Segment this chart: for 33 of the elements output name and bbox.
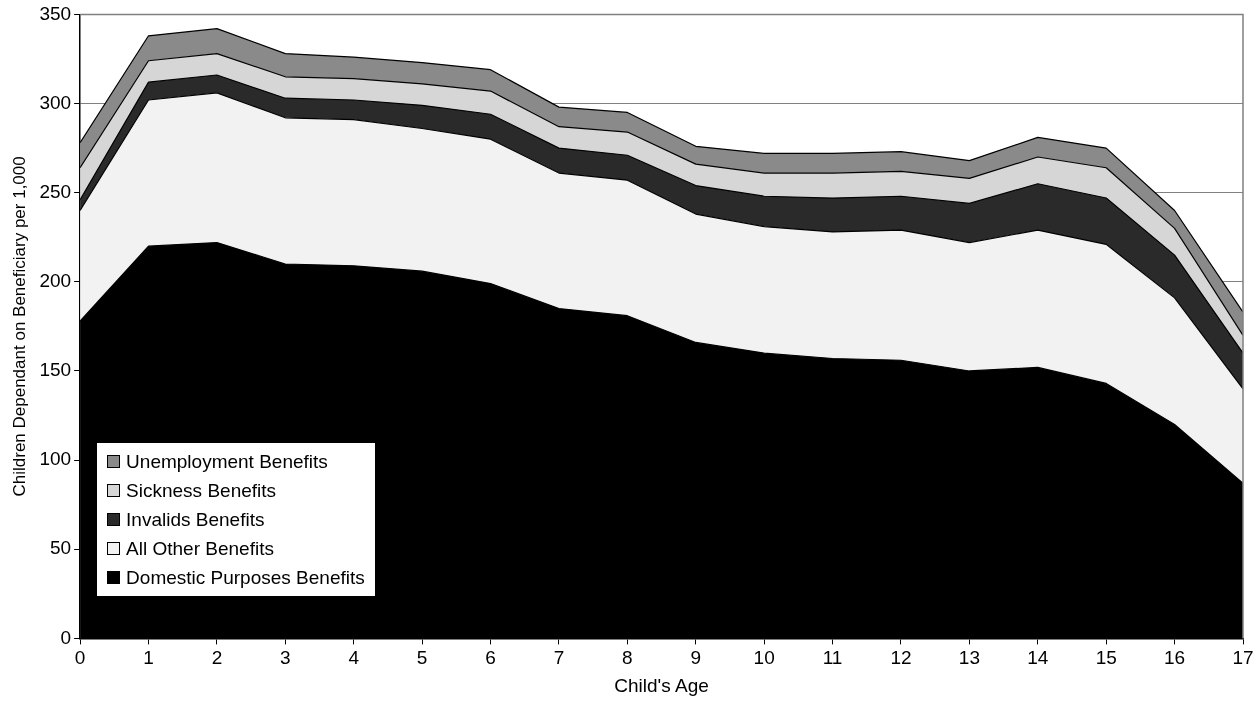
y-axis-title: Children Dependant on Beneficiary per 1,000 xyxy=(9,156,29,497)
x-tick-label: 9 xyxy=(690,647,702,669)
x-tick-label: 1 xyxy=(143,647,154,669)
x-tick-label: 3 xyxy=(280,647,291,669)
y-tick-label: 350 xyxy=(39,2,72,24)
x-tick-label: 0 xyxy=(74,647,86,669)
x-axis-title: Child's Age xyxy=(614,674,709,696)
x-tick-label: 13 xyxy=(958,647,980,669)
x-tick-label: 4 xyxy=(348,647,360,669)
x-tick-label: 12 xyxy=(890,647,912,669)
x-tick-label: 8 xyxy=(622,647,633,669)
legend-label: Sickness Benefits xyxy=(125,478,278,503)
legend-label: Unemployment Benefits xyxy=(125,449,329,474)
y-tick-label: 200 xyxy=(39,270,72,292)
x-tick-label: 5 xyxy=(416,647,428,669)
x-tick-label: 2 xyxy=(211,647,223,669)
legend-label: Invalids Benefits xyxy=(125,507,266,532)
x-tick-label: 11 xyxy=(822,647,843,669)
x-tick-label: 14 xyxy=(1027,647,1049,669)
x-tick-label: 17 xyxy=(1232,647,1254,669)
y-tick-label: 300 xyxy=(39,91,72,113)
y-tick-label: 250 xyxy=(39,180,72,202)
legend-label: Domestic Purposes Benefits xyxy=(125,565,365,590)
y-tick-label: 50 xyxy=(49,537,72,559)
x-tick-label: 10 xyxy=(753,647,775,669)
x-tick-label: 6 xyxy=(485,647,496,669)
legend-label: All Other Benefits xyxy=(125,536,275,561)
x-tick-label: 15 xyxy=(1095,647,1117,669)
y-tick-label: 0 xyxy=(60,626,72,648)
x-tick-label: 16 xyxy=(1164,647,1186,669)
x-tick-label: 7 xyxy=(553,647,565,669)
y-tick-label: 150 xyxy=(39,359,72,381)
y-tick-label: 100 xyxy=(39,448,72,470)
